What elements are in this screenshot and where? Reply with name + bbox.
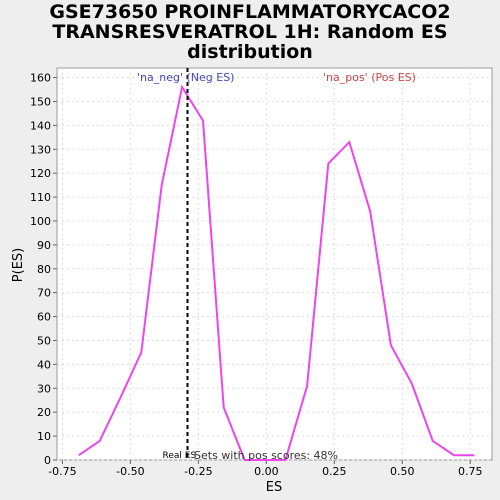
grid-lines (57, 68, 492, 461)
x-axis-label: ES (266, 480, 282, 495)
title-line-3: distribution (187, 41, 313, 63)
y-tick-label: 100 (30, 215, 51, 228)
title-line-1: GSE73650 PROINFLAMMATORYCACO2 (49, 1, 451, 23)
x-tick-label: -0.50 (116, 465, 144, 478)
y-tick-label: 10 (37, 430, 51, 443)
x-tick-label: 0.50 (390, 465, 415, 478)
y-tick-label: 120 (30, 167, 51, 180)
pos-es-label: 'na_pos' (Pos ES) (323, 71, 416, 84)
y-tick-label: 90 (37, 239, 51, 252)
y-tick-label: 20 (37, 406, 51, 419)
y-tick-label: 140 (30, 119, 51, 132)
y-axis-label: P(ES) (11, 248, 26, 282)
y-tick-label: 80 (37, 263, 51, 276)
y-tick-label: 40 (37, 358, 51, 371)
x-axis-ticks: -0.75 -0.50 -0.25 0.00 0.25 0.50 0.75 (48, 460, 483, 478)
x-tick-label: 0.00 (254, 465, 279, 478)
y-tick-label: 110 (30, 191, 51, 204)
y-tick-label: 0 (44, 454, 51, 467)
title-line-2: TRANSRESVERATROL 1H: Random ES (52, 21, 448, 43)
plot-area (56, 67, 493, 461)
x-tick-label: 0.25 (322, 465, 347, 478)
y-tick-label: 60 (37, 311, 51, 324)
es-distribution-line (78, 84, 475, 461)
y-axis-ticks: 0 10 20 30 40 50 60 70 80 90 100 110 120 130 140 150 160 (30, 72, 57, 467)
chart-title: GSE73650 PROINFLAMMATORYCACO2 TRANSRESVE… (0, 2, 500, 62)
real-es-label: Real ES (163, 451, 197, 461)
y-tick-label: 130 (30, 143, 51, 156)
y-tick-label: 50 (37, 334, 51, 347)
x-tick-label: -0.25 (184, 465, 212, 478)
x-tick-label: 0.75 (458, 465, 483, 478)
neg-es-label: 'na_neg' (Neg ES) (137, 71, 234, 84)
sets-pos-text: Sets with pos scores: 48% (194, 449, 338, 462)
y-tick-label: 160 (30, 72, 51, 85)
y-tick-label: 30 (37, 382, 51, 395)
y-tick-label: 70 (37, 287, 51, 300)
y-tick-label: 150 (30, 95, 51, 108)
series-layer (78, 84, 475, 461)
x-tick-label: -0.75 (48, 465, 76, 478)
